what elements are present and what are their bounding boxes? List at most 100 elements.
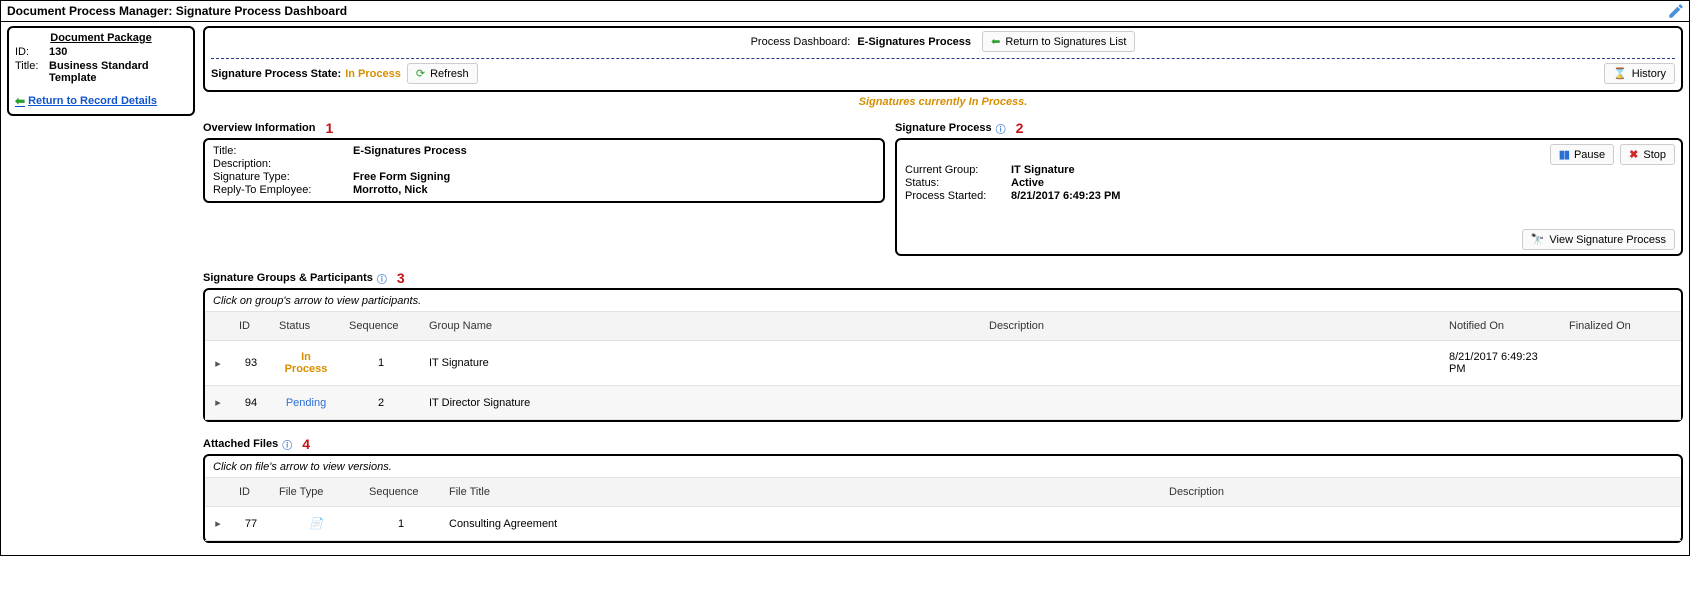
col-description: Description — [1161, 478, 1681, 507]
pause-button[interactable]: ▮▮ Pause — [1550, 144, 1614, 165]
in-process-message: Signatures currently In Process. — [203, 96, 1683, 108]
pdf-icon: 📄 — [309, 518, 323, 530]
page-title: Document Process Manager: Signature Proc… — [7, 4, 347, 18]
process-dashboard-value: E-Signatures Process — [857, 36, 971, 48]
overview-title-label: Title: — [213, 145, 353, 157]
signature-state-label: Signature Process State: — [211, 68, 341, 80]
table-row: ▸93In Process1IT Signature8/21/2017 6:49… — [205, 341, 1681, 386]
cell-group-name: IT Director Signature — [421, 386, 981, 420]
table-row: ▸94Pending2IT Director Signature — [205, 386, 1681, 420]
cell-description — [981, 386, 1441, 420]
cell-id: 94 — [231, 386, 271, 420]
package-title-label: Title: — [15, 60, 49, 84]
binoculars-icon: 🔭 — [1531, 233, 1545, 246]
stop-label: Stop — [1643, 149, 1666, 161]
cell-status: In Process — [271, 341, 341, 386]
cell-description — [981, 341, 1441, 386]
col-file-type: File Type — [271, 478, 361, 507]
return-record-details-link[interactable]: ⬅ Return to Record Details — [15, 94, 157, 108]
overview-title-value: E-Signatures Process — [353, 145, 467, 157]
pause-icon: ▮▮ — [1559, 148, 1569, 161]
return-record-details-label: Return to Record Details — [28, 95, 157, 107]
help-icon[interactable]: ⓘ — [996, 121, 1006, 136]
process-dashboard-label: Process Dashboard: — [751, 36, 851, 48]
view-signature-process-label: View Signature Process — [1549, 234, 1666, 246]
hourglass-icon: ⌛ — [1613, 67, 1627, 80]
package-id-value: 130 — [49, 46, 187, 58]
return-signatures-list-label: Return to Signatures List — [1005, 36, 1126, 48]
package-id-label: ID: — [15, 46, 49, 58]
annotation-1: 1 — [325, 120, 333, 136]
files-table: ID File Type Sequence File Title Descrip… — [205, 477, 1681, 541]
history-label: History — [1632, 68, 1666, 80]
sig-started-value: 8/21/2017 6:49:23 PM — [1011, 190, 1120, 202]
package-title-value: Business Standard Template — [49, 60, 187, 84]
cell-description — [1161, 507, 1681, 541]
edit-icon[interactable] — [1667, 2, 1685, 23]
overview-reply-label: Reply-To Employee: — [213, 184, 353, 196]
expand-arrow[interactable]: ▸ — [205, 386, 231, 420]
history-button[interactable]: ⌛ History — [1604, 63, 1675, 84]
groups-section-label: Signature Groups & Participants ⓘ 3 — [203, 270, 1683, 286]
col-status: Status — [271, 312, 341, 341]
sig-started-label: Process Started: — [905, 190, 1011, 202]
col-description: Description — [981, 312, 1441, 341]
expand-arrow[interactable]: ▸ — [205, 507, 231, 541]
overview-reply-value: Morrotto, Nick — [353, 184, 428, 196]
annotation-4: 4 — [302, 436, 310, 452]
groups-hint: Click on group's arrow to view participa… — [205, 293, 1681, 311]
cell-file-title: Consulting Agreement — [441, 507, 1161, 541]
expand-arrow[interactable]: ▸ — [205, 341, 231, 386]
cell-id: 77 — [231, 507, 271, 541]
overview-sigtype-value: Free Form Signing — [353, 171, 450, 183]
cell-sequence: 1 — [341, 341, 421, 386]
groups-table: ID Status Sequence Group Name Descriptio… — [205, 311, 1681, 420]
signature-state-value: In Process — [345, 68, 401, 80]
cell-group-name: IT Signature — [421, 341, 981, 386]
sigprocess-panel: ▮▮ Pause ✖ Stop Current Group:IT Signatu… — [895, 138, 1683, 256]
overview-panel: Title:E-Signatures Process Description: … — [203, 138, 885, 203]
col-sequence: Sequence — [361, 478, 441, 507]
help-icon[interactable]: ⓘ — [377, 271, 387, 286]
groups-panel: Click on group's arrow to view participa… — [203, 288, 1683, 422]
refresh-button[interactable]: ⟳ Refresh — [407, 63, 478, 84]
cell-notified-on — [1441, 386, 1561, 420]
table-row: ▸77 📄 1Consulting Agreement — [205, 507, 1681, 541]
package-heading: Document Package — [15, 32, 187, 44]
sig-status-label: Status: — [905, 177, 1011, 189]
annotation-3: 3 — [397, 270, 405, 286]
cell-finalized-on — [1561, 386, 1681, 420]
return-signatures-list-button[interactable]: ⬅ Return to Signatures List — [982, 31, 1135, 52]
stop-icon: ✖ — [1629, 148, 1638, 161]
files-hint: Click on file's arrow to view versions. — [205, 459, 1681, 477]
cell-sequence: 2 — [341, 386, 421, 420]
help-icon[interactable]: ⓘ — [282, 437, 292, 452]
sig-group-value: IT Signature — [1011, 164, 1075, 176]
sig-status-value: Active — [1011, 177, 1044, 189]
annotation-2: 2 — [1016, 120, 1024, 136]
col-file-title: File Title — [441, 478, 1161, 507]
arrow-left-icon: ⬅ — [15, 94, 25, 108]
cell-sequence: 1 — [361, 507, 441, 541]
col-group-name: Group Name — [421, 312, 981, 341]
cell-status: Pending — [271, 386, 341, 420]
overview-section-text: Overview Information — [203, 122, 315, 134]
files-section-label: Attached Files ⓘ 4 — [203, 436, 1683, 452]
col-notified-on: Notified On — [1441, 312, 1561, 341]
col-finalized-on: Finalized On — [1561, 312, 1681, 341]
overview-section-label: Overview Information 1 — [203, 120, 885, 136]
stop-button[interactable]: ✖ Stop — [1620, 144, 1675, 165]
col-sequence: Sequence — [341, 312, 421, 341]
overview-desc-label: Description: — [213, 158, 353, 170]
sigprocess-section-label: Signature Process ⓘ 2 — [895, 120, 1683, 136]
col-expand — [205, 312, 231, 341]
pause-label: Pause — [1574, 149, 1605, 161]
separator — [211, 58, 1675, 59]
cell-id: 93 — [231, 341, 271, 386]
document-package-panel: Document Package ID:130 Title:Business S… — [7, 26, 195, 116]
col-id: ID — [231, 312, 271, 341]
cell-file-type: 📄 — [271, 507, 361, 541]
refresh-label: Refresh — [430, 68, 469, 80]
view-signature-process-button[interactable]: 🔭 View Signature Process — [1522, 229, 1675, 250]
sigprocess-section-text: Signature Process — [895, 122, 992, 134]
